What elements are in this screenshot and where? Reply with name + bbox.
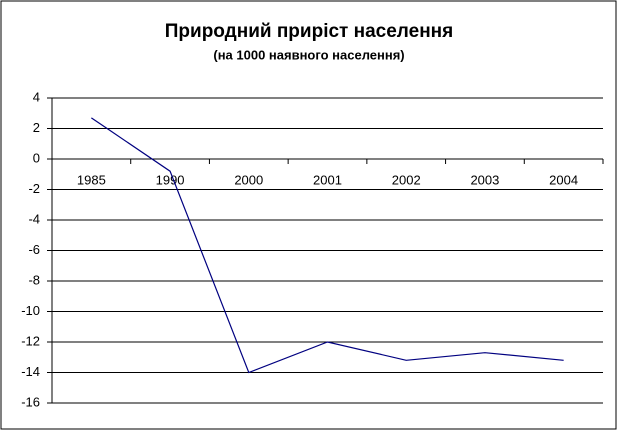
y-tick-label: -14 [21,364,40,379]
y-tick-label: 2 [33,120,40,135]
y-tick-label: 0 [33,150,40,165]
y-tick-label: -4 [28,211,40,226]
y-tick-label: -10 [21,303,40,318]
data-line [91,117,564,374]
x-tick-label: 2003 [470,172,499,187]
x-tick-label: 2004 [549,172,578,187]
x-tick-label: 2001 [313,172,342,187]
y-tick-label: -16 [21,394,40,409]
x-tick-label: 2002 [392,172,421,187]
chart-subtitle: (на 1000 наявного населення) [213,47,404,62]
x-tick-label: 2000 [234,172,263,187]
y-tick-label: -6 [28,242,40,257]
x-tick-label: 1990 [156,172,185,187]
chart-title: Природний приріст населення [165,21,453,42]
x-tick-label: 1985 [77,172,106,187]
y-tick-label: -12 [21,333,40,348]
y-tick-label: -2 [28,181,40,196]
y-tick-label: 4 [33,89,40,104]
y-tick-label: -8 [28,272,40,287]
